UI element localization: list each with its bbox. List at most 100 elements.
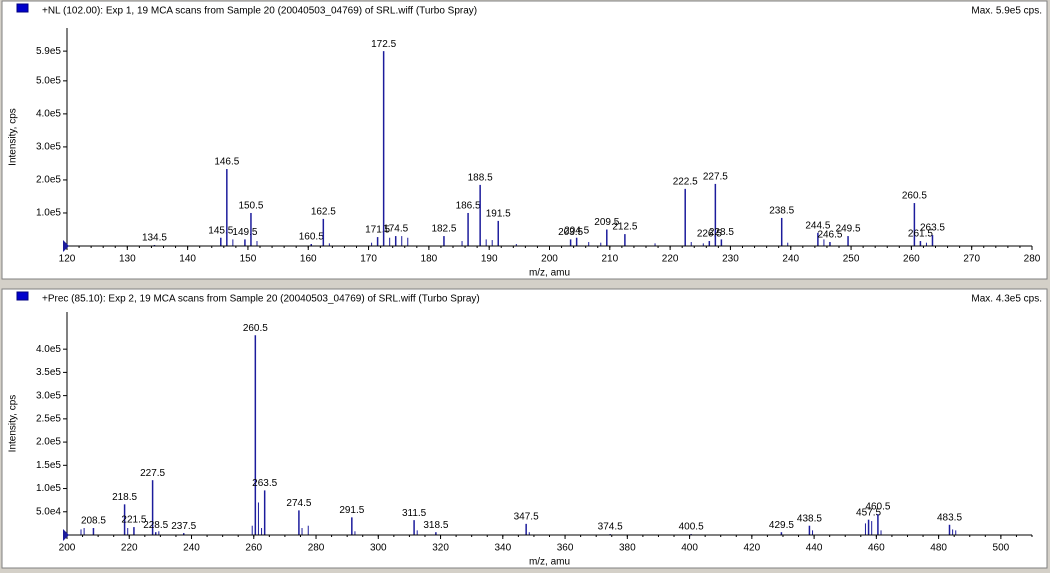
peak-label: 174.5 — [383, 224, 408, 235]
x-tick-label: 360 — [557, 543, 574, 554]
peak-label: 228.5 — [709, 227, 734, 238]
x-axis-label: m/z, amu — [529, 268, 570, 279]
x-tick-label: 250 — [843, 254, 860, 265]
x-tick-label: 220 — [121, 543, 138, 554]
y-tick-label: 4.0e5 — [36, 109, 61, 120]
panel — [1, 288, 1048, 569]
x-tick-label: 280 — [308, 543, 325, 554]
peak-label: 182.5 — [431, 224, 456, 235]
x-tick-label: 340 — [494, 543, 511, 554]
x-tick-label: 210 — [601, 254, 618, 265]
x-tick-label: 150 — [240, 254, 257, 265]
x-tick-label: 170 — [360, 254, 377, 265]
peak-label: 160.5 — [299, 232, 324, 243]
peak-label: 311.5 — [402, 508, 427, 519]
peak-label: 134.5 — [142, 233, 167, 244]
peak-label: 212.5 — [612, 222, 637, 233]
baseline-marker — [63, 240, 69, 252]
x-tick-label: 200 — [541, 254, 558, 265]
x-tick-label: 380 — [619, 543, 636, 554]
peak-label: 227.5 — [140, 468, 165, 479]
peak-label: 246.5 — [817, 230, 842, 241]
peak-label: 260.5 — [243, 323, 268, 334]
peak-label: 162.5 — [311, 207, 336, 218]
peak-label: 191.5 — [486, 209, 511, 220]
x-axis-label: m/z, amu — [529, 557, 570, 568]
peak-label: 263.5 — [920, 223, 945, 234]
x-tick-label: 500 — [993, 543, 1010, 554]
peak-label: 186.5 — [456, 201, 481, 212]
x-tick-label: 260 — [903, 254, 920, 265]
x-tick-label: 440 — [806, 543, 823, 554]
x-tick-label: 140 — [179, 254, 196, 265]
x-tick-label: 120 — [59, 254, 76, 265]
y-tick-label: 2.0e5 — [36, 175, 61, 186]
peak-label: 291.5 — [339, 505, 364, 516]
y-tick-label: 3.0e5 — [36, 390, 61, 401]
panel — [1, 0, 1048, 280]
x-tick-label: 190 — [481, 254, 498, 265]
y-tick-label: 1.0e5 — [36, 208, 61, 219]
peak-label: 318.5 — [423, 520, 448, 531]
y-tick-label: 3.0e5 — [36, 142, 61, 153]
peak-label: 149.5 — [232, 227, 257, 238]
peak-label: 218.5 — [112, 492, 137, 503]
x-tick-label: 230 — [722, 254, 739, 265]
panel-icon — [16, 3, 29, 13]
peak-label: 244.5 — [805, 220, 830, 231]
peak-label: 460.5 — [865, 502, 890, 513]
x-tick-label: 240 — [183, 543, 200, 554]
x-tick-label: 180 — [421, 254, 438, 265]
peak-label: 227.5 — [703, 172, 728, 183]
y-axis-label: Intensity, cps — [8, 108, 19, 166]
x-tick-label: 460 — [868, 543, 885, 554]
peak-label: 400.5 — [679, 522, 704, 533]
peak-label: 209.5 — [594, 217, 619, 228]
peak-label: 238.5 — [769, 206, 794, 217]
panel-icon — [16, 291, 29, 301]
y-tick-label: 2.0e5 — [36, 437, 61, 448]
peak-label: 249.5 — [836, 224, 861, 235]
peak-label: 146.5 — [214, 157, 239, 168]
peak-label: 457.5 — [856, 507, 881, 518]
y-tick-label: 5.0e4 — [36, 506, 61, 517]
y-tick-label: 5.0e5 — [36, 75, 61, 86]
peak-label: 429.5 — [769, 520, 794, 531]
x-tick-label: 270 — [963, 254, 980, 265]
peak-label: 221.5 — [121, 515, 146, 526]
y-axis-label: Intensity, cps — [8, 395, 19, 453]
x-tick-label: 480 — [930, 543, 947, 554]
peak-label: 228.5 — [143, 520, 168, 531]
x-tick-label: 160 — [300, 254, 317, 265]
peak-label: 374.5 — [598, 522, 623, 533]
peak-label: 263.5 — [252, 478, 277, 489]
x-tick-label: 130 — [119, 254, 136, 265]
x-tick-label: 300 — [370, 543, 387, 554]
y-tick-label: 4.0e5 — [36, 344, 61, 355]
panel-title: +Prec (85.10): Exp 2, 19 MCA scans from … — [42, 294, 480, 305]
peak-label: 274.5 — [286, 498, 311, 509]
y-tick-label: 5.9e5 — [36, 46, 61, 57]
peak-label: 261.5 — [908, 229, 933, 240]
x-tick-label: 420 — [743, 543, 760, 554]
y-tick-label: 2.5e5 — [36, 413, 61, 424]
peak-label: 226.5 — [697, 229, 722, 240]
baseline-marker — [63, 529, 69, 541]
peak-label: 172.5 — [371, 39, 396, 50]
peak-label: 203.5 — [558, 227, 583, 238]
x-tick-label: 260 — [245, 543, 262, 554]
y-tick-label: 3.5e5 — [36, 367, 61, 378]
y-tick-label: 1.0e5 — [36, 483, 61, 494]
peak-label: 171.5 — [365, 225, 390, 236]
panel-max: Max. 5.9e5 cps. — [971, 6, 1042, 17]
peak-label: 237.5 — [171, 521, 196, 532]
peak-label: 188.5 — [468, 173, 493, 184]
peak-label: 222.5 — [673, 176, 698, 187]
peak-label: 438.5 — [797, 513, 822, 524]
peak-label: 260.5 — [902, 191, 927, 202]
peak-label: 208.5 — [81, 516, 106, 527]
peak-label: 145.5 — [208, 225, 233, 236]
x-tick-label: 400 — [681, 543, 698, 554]
x-tick-label: 220 — [662, 254, 679, 265]
